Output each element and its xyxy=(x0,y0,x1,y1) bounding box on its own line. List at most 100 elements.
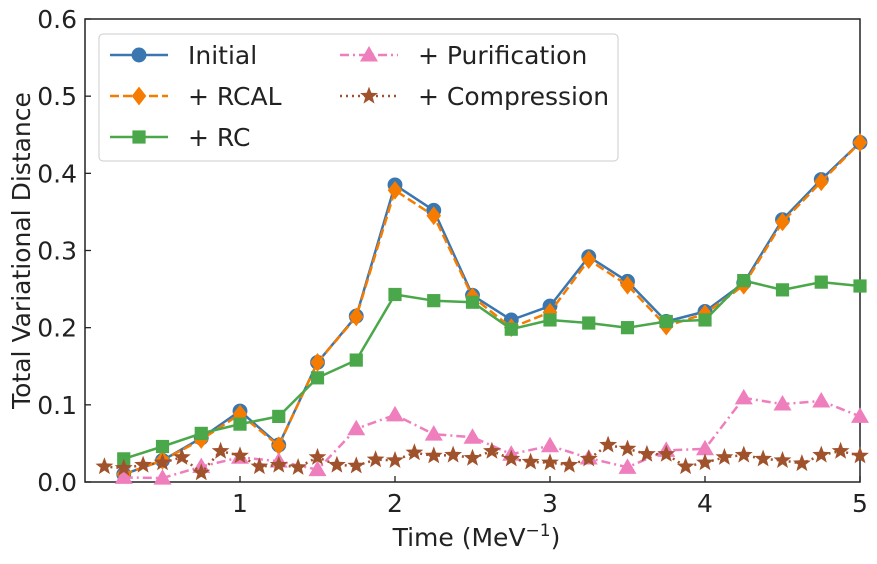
data-point xyxy=(349,353,363,367)
y-axis-title: Total Variational Distance xyxy=(7,92,36,410)
data-point xyxy=(426,206,442,226)
data-point xyxy=(387,180,403,200)
legend-label: + Compression xyxy=(418,82,609,111)
data-point xyxy=(618,439,637,457)
series-compression xyxy=(95,435,869,481)
data-point xyxy=(754,449,772,467)
data-point xyxy=(117,452,131,466)
legend-label: + Purification xyxy=(418,41,587,70)
x-axis-title-close: ) xyxy=(551,523,561,552)
data-point xyxy=(638,444,656,462)
data-point xyxy=(348,307,364,327)
series-line xyxy=(123,141,861,476)
data-point xyxy=(289,458,307,475)
data-point xyxy=(793,454,811,472)
data-point xyxy=(328,455,346,473)
data-point xyxy=(659,314,673,329)
legend-label: + RCAL xyxy=(188,82,282,111)
data-point xyxy=(192,463,211,481)
data-point xyxy=(211,441,230,459)
data-point xyxy=(599,435,617,453)
data-point xyxy=(734,388,753,405)
data-point xyxy=(269,455,288,473)
x-axis-title-main: Time (MeV xyxy=(392,523,526,552)
legend-marker xyxy=(360,46,378,62)
data-point xyxy=(366,450,385,468)
data-point xyxy=(444,445,462,463)
legend-marker xyxy=(131,47,147,63)
legend-label: + RC xyxy=(188,123,250,152)
x-axis-title-exponent: −1 xyxy=(526,521,551,541)
data-point xyxy=(773,451,792,468)
y-tick-label: 0.6 xyxy=(37,5,77,34)
data-point xyxy=(775,283,790,297)
data-point xyxy=(696,439,714,456)
data-point xyxy=(814,275,828,289)
y-tick-label: 0.0 xyxy=(37,468,77,497)
data-point xyxy=(424,446,443,464)
data-point xyxy=(851,407,869,423)
data-point xyxy=(773,395,792,411)
series-rc xyxy=(117,273,867,466)
data-point xyxy=(250,457,269,475)
data-point xyxy=(134,455,152,473)
data-point xyxy=(114,468,133,484)
legend-label: Initial xyxy=(188,41,257,70)
data-point xyxy=(386,451,404,468)
legend-marker xyxy=(360,86,378,104)
data-point xyxy=(582,316,596,330)
data-point xyxy=(155,439,170,454)
data-point xyxy=(483,441,501,459)
data-point xyxy=(715,447,734,465)
data-point xyxy=(173,447,191,465)
data-point xyxy=(504,322,518,336)
data-point xyxy=(388,287,402,302)
x-tick-label: 4 xyxy=(697,489,713,518)
data-point xyxy=(153,469,172,485)
legend-item: + Compression xyxy=(340,82,609,111)
data-point xyxy=(620,321,635,335)
data-point xyxy=(541,453,559,471)
data-point xyxy=(541,436,559,453)
legend-marker xyxy=(131,86,147,106)
data-point xyxy=(851,446,869,464)
data-point xyxy=(463,428,482,444)
data-point xyxy=(560,455,579,473)
data-point xyxy=(831,441,850,459)
data-point xyxy=(427,294,441,308)
data-point xyxy=(386,405,404,422)
series-initial xyxy=(116,135,868,482)
data-point xyxy=(405,443,424,461)
data-point xyxy=(233,417,247,431)
legend-item: + Purification xyxy=(340,41,587,70)
data-point xyxy=(543,313,557,327)
data-point xyxy=(95,457,114,475)
data-point xyxy=(581,250,597,270)
legend-item: + RC xyxy=(110,123,250,152)
data-point xyxy=(618,458,637,474)
plot-area xyxy=(95,133,869,485)
data-point xyxy=(308,447,327,465)
data-point xyxy=(620,275,635,295)
data-point xyxy=(347,456,366,474)
data-point xyxy=(676,457,695,475)
x-tick-label: 1 xyxy=(232,489,248,518)
x-tick-label: 3 xyxy=(542,489,558,518)
legend: Initial + RCAL + RC + Purification + Compres… xyxy=(98,33,619,162)
data-point xyxy=(308,460,327,477)
data-point xyxy=(812,445,831,463)
data-point xyxy=(194,426,208,440)
data-point xyxy=(272,409,286,424)
series-purification xyxy=(114,388,869,485)
x-tick-label: 5 xyxy=(852,489,868,518)
y-tick-label: 0.3 xyxy=(37,237,77,266)
data-point xyxy=(310,371,325,385)
data-point xyxy=(424,425,443,441)
x-axis-title: Time (MeV−1) xyxy=(392,521,561,552)
data-point xyxy=(696,453,714,471)
data-point xyxy=(657,444,676,462)
axes: 0.0 0.1 0.2 0.3 0.4 0.5 0.6 1 2 3 4 5 Time (MeV−1) To… xyxy=(7,5,868,552)
y-tick-label: 0.4 xyxy=(37,159,77,188)
data-point xyxy=(465,295,480,309)
